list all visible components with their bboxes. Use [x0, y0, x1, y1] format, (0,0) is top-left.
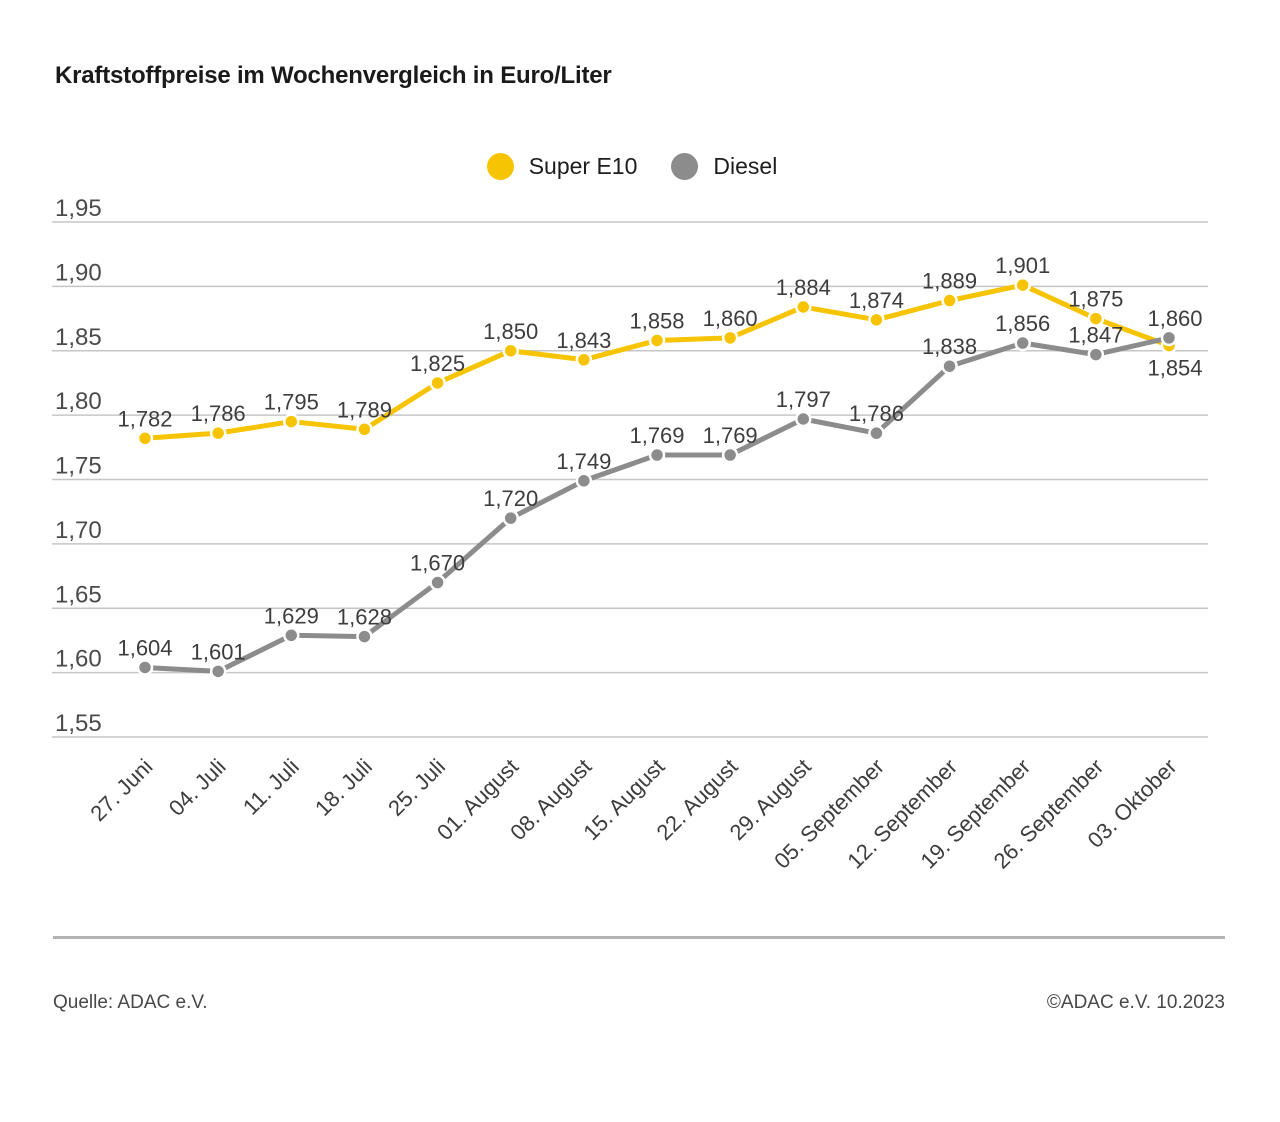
y-tick-label: 1,90 [55, 259, 102, 286]
series-point-super-e10 [209, 424, 227, 442]
series-point-super-e10 [136, 430, 154, 447]
point-label-super-e10: 1,858 [629, 308, 684, 333]
series-point-diesel [795, 410, 812, 428]
x-tick-label-18.-juli: 18. Juli [310, 754, 377, 821]
series-point-super-e10 [1087, 310, 1105, 327]
x-tick-label-04.-juli: 04. Juli [164, 754, 231, 821]
point-label-diesel: 1,601 [191, 639, 246, 664]
point-label-super-e10: 1,901 [995, 253, 1050, 278]
point-label-diesel: 1,670 [410, 551, 465, 576]
series-point-super-e10 [941, 292, 958, 309]
series-point-diesel [575, 472, 593, 490]
point-label-diesel: 1,786 [849, 401, 904, 426]
super-e10-swatch-icon [486, 153, 514, 180]
series-point-diesel [356, 628, 373, 645]
series-point-diesel [868, 424, 885, 442]
point-label-super-e10: 1,854 [1147, 356, 1202, 381]
point-label-super-e10: 1,786 [191, 401, 246, 426]
x-tick-label-11.-juli: 11. Juli [238, 754, 304, 820]
point-label-super-e10: 1,884 [776, 275, 831, 300]
point-label-diesel: 1,720 [483, 486, 538, 511]
series-point-super-e10 [721, 329, 739, 347]
series-point-super-e10 [356, 421, 373, 438]
series-point-diesel [648, 446, 666, 464]
point-label-diesel: 1,749 [556, 449, 611, 474]
series-point-diesel [1014, 334, 1031, 352]
point-label-super-e10: 1,825 [410, 351, 465, 376]
y-tick-label: 1,85 [55, 324, 102, 351]
point-label-super-e10: 1,782 [117, 406, 172, 431]
point-label-super-e10: 1,795 [264, 390, 319, 415]
series-point-diesel [283, 627, 300, 644]
series-point-super-e10 [502, 342, 519, 359]
series-point-diesel [429, 574, 446, 591]
y-tick-label: 1,95 [55, 195, 102, 222]
series-point-super-e10 [868, 311, 885, 329]
y-tick-label: 1,80 [55, 388, 102, 415]
copyright-text: ©ADAC e.V. 10.2023 [1046, 992, 1225, 1013]
y-tick-label: 1,70 [55, 517, 102, 544]
series-point-diesel [941, 357, 958, 375]
point-label-diesel: 1,847 [1068, 323, 1123, 348]
point-label-diesel: 1,856 [995, 311, 1050, 336]
legend-label-super-e10: Super E10 [528, 153, 638, 179]
series-point-super-e10 [575, 351, 593, 369]
y-tick-label: 1,65 [55, 581, 102, 608]
y-tick-label: 1,60 [55, 646, 102, 673]
series-point-diesel [209, 663, 227, 680]
chart-title: Kraftstoffpreise im Wochenvergleich in E… [55, 62, 612, 89]
point-label-super-e10: 1,875 [1068, 287, 1123, 312]
diesel-swatch-icon [671, 153, 699, 180]
y-tick-label: 1,55 [55, 710, 102, 737]
series-point-diesel [1160, 329, 1178, 347]
point-label-super-e10: 1,874 [849, 288, 904, 313]
y-tick-label: 1,75 [55, 453, 102, 480]
series-point-diesel [721, 446, 739, 464]
point-label-diesel: 1,797 [776, 387, 831, 412]
series-point-super-e10 [283, 413, 300, 430]
series-point-super-e10 [429, 374, 446, 392]
point-label-diesel: 1,629 [264, 603, 319, 628]
point-label-diesel: 1,604 [117, 635, 172, 660]
point-label-super-e10: 1,850 [483, 319, 538, 344]
footer-divider [53, 936, 1225, 939]
point-label-super-e10: 1,789 [337, 397, 392, 422]
legend-label-diesel: Diesel [713, 153, 778, 179]
series-point-super-e10 [1014, 276, 1031, 294]
x-tick-label-27.-juni: 27. Juni [85, 754, 157, 826]
point-label-diesel: 1,860 [1147, 306, 1202, 331]
line-chart: 1,95 1,90 1,85 1,80 1,75 1,70 1,65 1,60 1,55 27. … [52, 195, 1208, 874]
legend: Super E10 Diesel [0, 153, 1264, 180]
point-label-diesel: 1,838 [922, 334, 977, 359]
x-tick-label-25.-juli: 25. Juli [383, 754, 450, 821]
series-point-diesel [502, 509, 519, 527]
point-label-diesel: 1,769 [629, 423, 684, 448]
point-label-super-e10: 1,860 [703, 306, 758, 331]
series-point-diesel [1087, 346, 1105, 363]
source-text: Quelle: ADAC e.V. [53, 992, 208, 1013]
point-label-super-e10: 1,843 [556, 328, 611, 353]
legend-item-super-e10: Super E10 [486, 153, 638, 180]
series-point-super-e10 [795, 298, 812, 316]
point-label-super-e10: 1,889 [922, 269, 977, 294]
point-label-diesel: 1,769 [703, 423, 758, 448]
series-point-diesel [136, 659, 154, 676]
legend-item-diesel: Diesel [671, 153, 777, 180]
series-point-super-e10 [648, 332, 666, 349]
point-label-diesel: 1,628 [337, 605, 392, 630]
